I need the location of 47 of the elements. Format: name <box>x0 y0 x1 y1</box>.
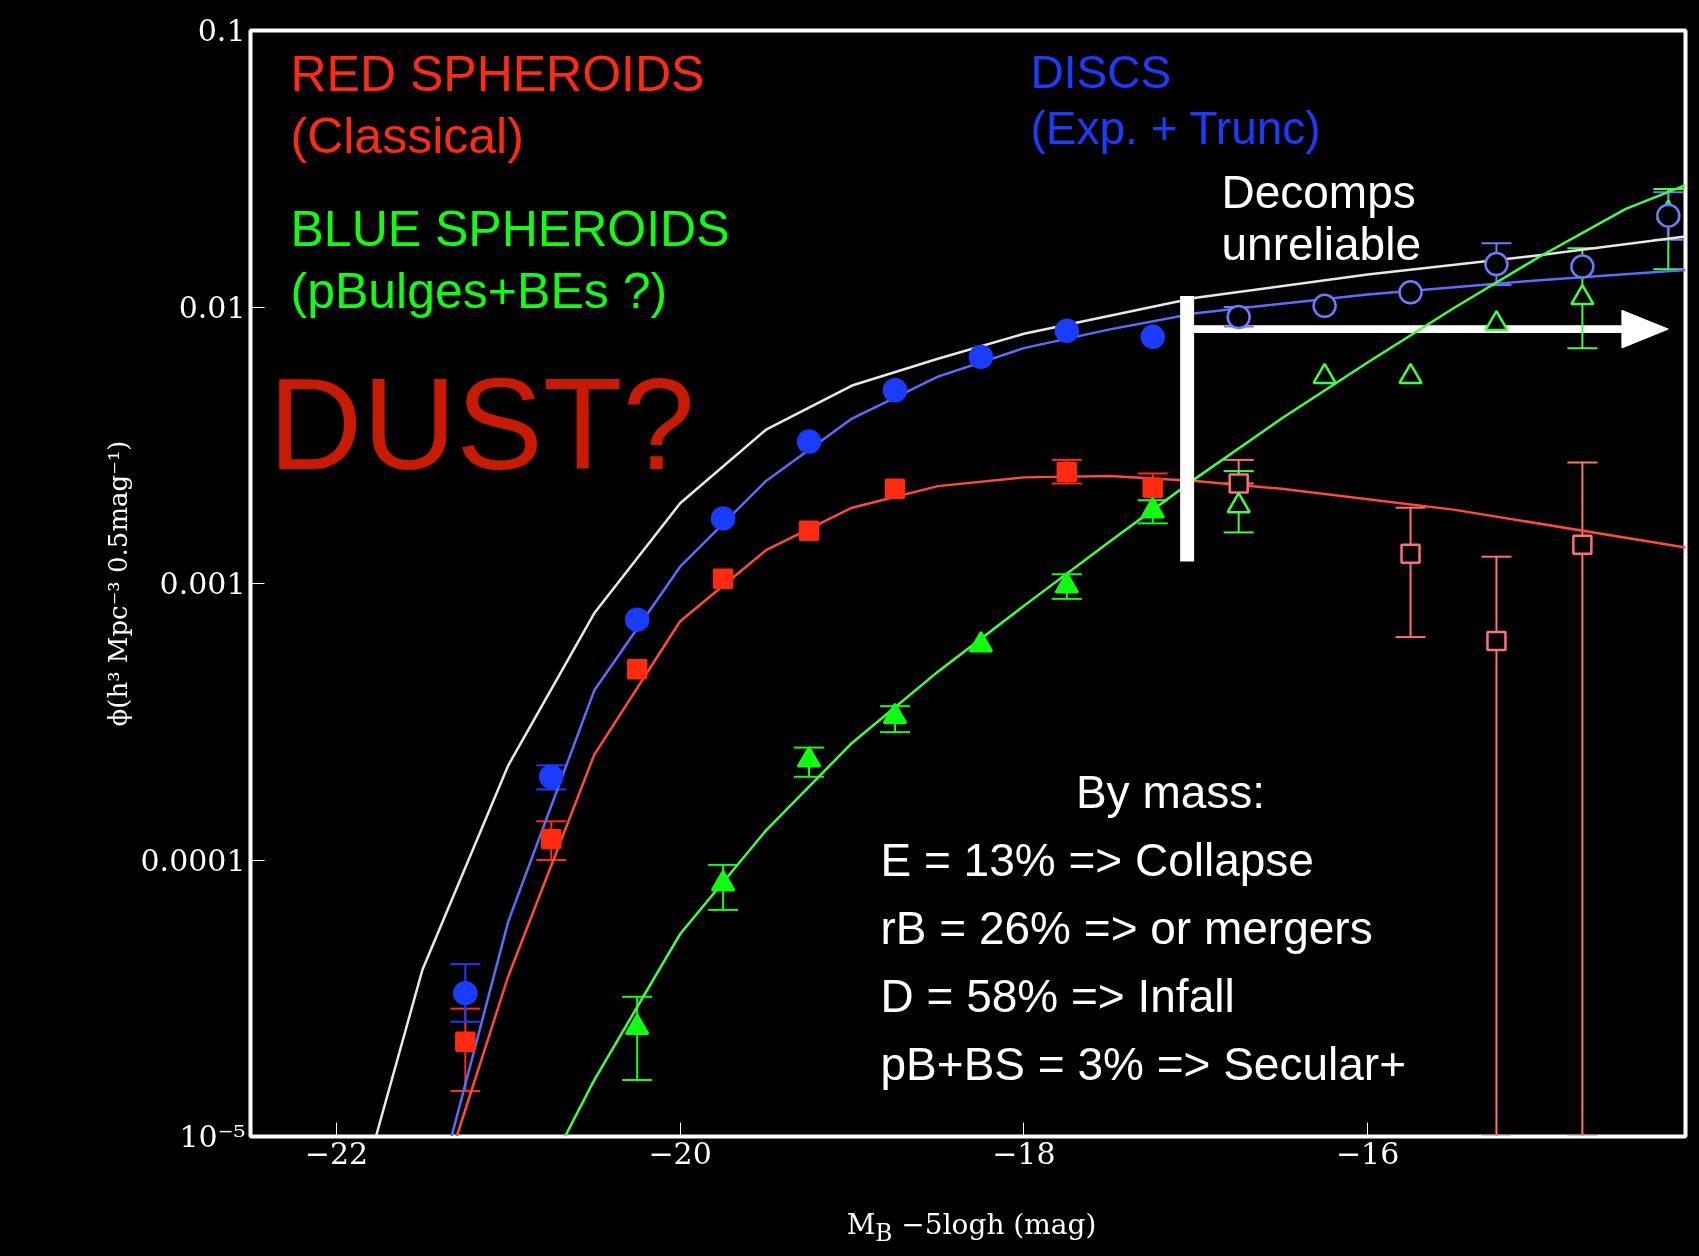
point <box>1054 318 1080 344</box>
point <box>453 980 478 1006</box>
text: DISCS (Exp. + Trunc) <box>1030 45 1321 154</box>
point <box>1486 630 1507 652</box>
x-tick-label: −22 <box>304 1135 369 1171</box>
annotation: D = 58% => Infall <box>880 969 1235 1022</box>
point <box>1398 280 1423 305</box>
point <box>1312 293 1337 319</box>
text: RED SPHEROIDS (Classical) <box>290 45 705 164</box>
y-tick-label: 0.1 <box>197 13 246 48</box>
point <box>798 520 820 542</box>
point <box>884 478 906 500</box>
point <box>882 378 908 403</box>
y-tick-label: 0.01 <box>178 289 246 325</box>
y-tick-label: 10⁻⁵ <box>179 1119 246 1154</box>
point <box>1484 251 1509 277</box>
x-tick-label: −18 <box>992 1135 1056 1171</box>
point <box>710 506 736 531</box>
point <box>1142 477 1163 498</box>
y-tick-label: 0.0001 <box>140 842 246 878</box>
point <box>1570 254 1595 279</box>
point <box>712 568 734 590</box>
annotation: By mass: <box>1075 765 1266 818</box>
point <box>1228 473 1249 494</box>
point <box>1656 203 1681 228</box>
annotation: E = 13% => Collapse <box>880 833 1314 886</box>
text: BLUE SPHEROIDS (pBulges+BEs ?) <box>290 200 730 319</box>
point <box>541 828 562 850</box>
point <box>455 1031 476 1053</box>
annotation: DUST? <box>268 350 695 497</box>
point <box>796 429 822 454</box>
point <box>1056 461 1078 483</box>
x-tick-label: −16 <box>1335 1135 1400 1171</box>
y-tick-label: 0.001 <box>159 566 246 601</box>
point <box>626 658 648 680</box>
x-axis-title: M$_{B}$ −5logh (mag) <box>846 1207 1097 1249</box>
x-tick-label: −20 <box>648 1135 712 1171</box>
point <box>1140 324 1165 350</box>
ref-line-label: Decomps unreliable <box>1221 165 1421 270</box>
point <box>624 607 650 632</box>
y-axis-title: ϕ(h³ Mpc⁻³ 0.5mag⁻¹) <box>102 440 133 727</box>
line-series <box>455 474 1686 1137</box>
annotation: rB = 26% => or mergers <box>880 901 1373 954</box>
point <box>968 344 994 370</box>
point <box>1572 534 1593 556</box>
annotation: pB+BS = 3% => Secular+ <box>880 1037 1407 1090</box>
point <box>1400 543 1421 565</box>
